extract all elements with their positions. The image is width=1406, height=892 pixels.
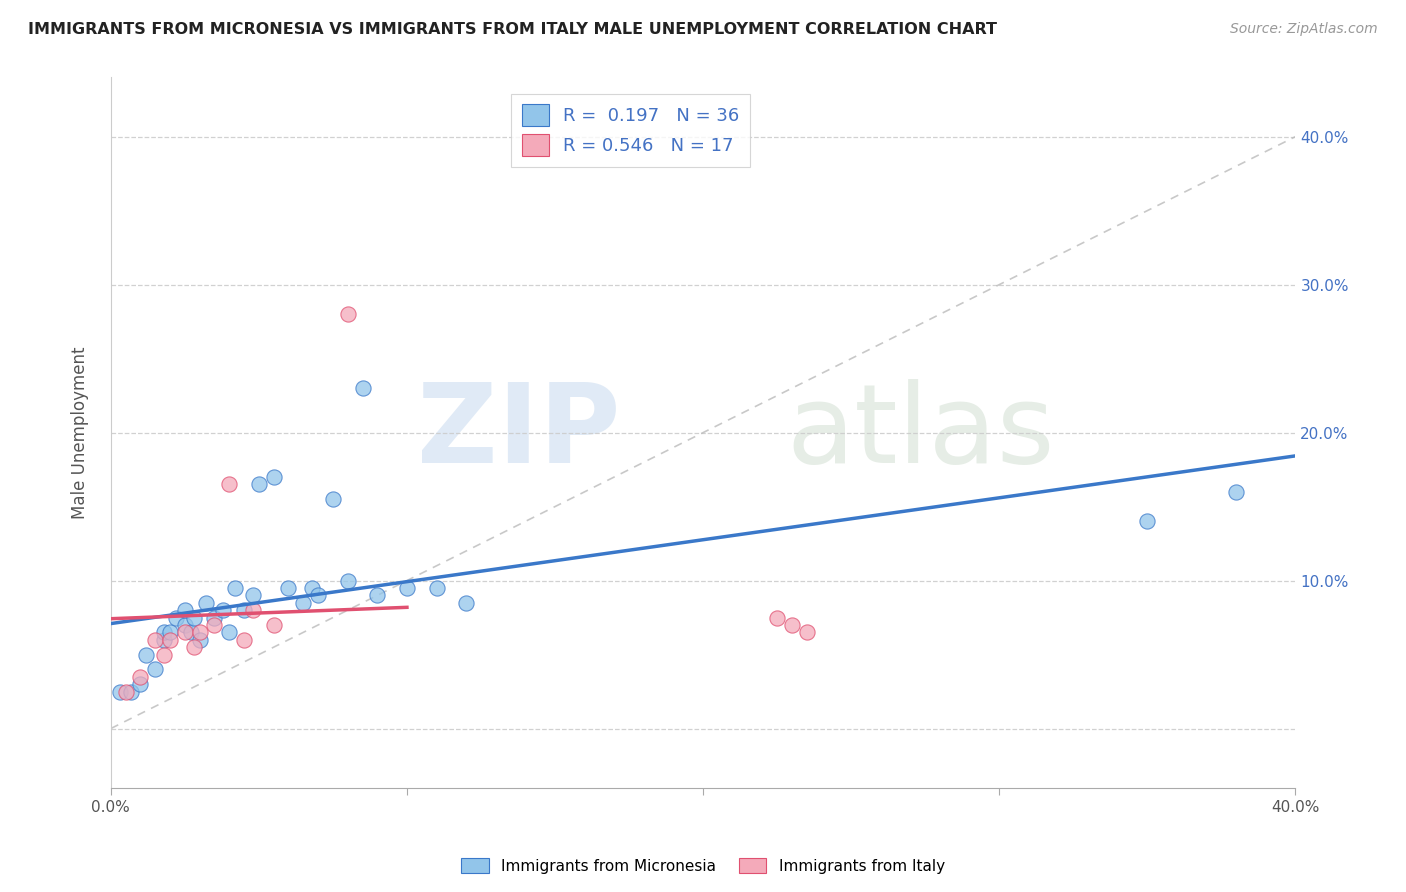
Text: Source: ZipAtlas.com: Source: ZipAtlas.com	[1230, 22, 1378, 37]
Point	[173, 625, 195, 640]
Point	[1136, 515, 1159, 529]
Point	[153, 632, 176, 647]
Point	[194, 596, 217, 610]
Point	[301, 581, 323, 595]
Point	[263, 618, 285, 632]
Point	[188, 632, 211, 647]
Point	[292, 596, 315, 610]
Point	[307, 588, 329, 602]
Y-axis label: Male Unemployment: Male Unemployment	[72, 346, 89, 519]
Point	[247, 477, 270, 491]
Point	[1225, 484, 1247, 499]
Text: ZIP: ZIP	[416, 379, 620, 486]
Point	[336, 574, 359, 588]
Text: atlas: atlas	[786, 379, 1054, 486]
Point	[165, 610, 187, 624]
Point	[183, 610, 205, 624]
Point	[233, 632, 256, 647]
Point	[456, 596, 478, 610]
Point	[129, 677, 152, 691]
Point	[188, 625, 211, 640]
Point	[173, 618, 195, 632]
Point	[159, 632, 181, 647]
Point	[135, 648, 157, 662]
Point	[183, 640, 205, 655]
Point	[322, 492, 344, 507]
Point	[366, 588, 388, 602]
Point	[143, 662, 166, 676]
Point	[242, 588, 264, 602]
Point	[173, 603, 195, 617]
Point	[263, 470, 285, 484]
Point	[180, 625, 202, 640]
Point	[780, 618, 803, 632]
Point	[143, 632, 166, 647]
Point	[395, 581, 418, 595]
Point	[159, 625, 181, 640]
Point	[121, 684, 143, 698]
Point	[218, 477, 240, 491]
Point	[108, 684, 131, 698]
Point	[129, 670, 152, 684]
Point	[277, 581, 299, 595]
Point	[204, 610, 226, 624]
Point	[114, 684, 136, 698]
Point	[153, 625, 176, 640]
Text: IMMIGRANTS FROM MICRONESIA VS IMMIGRANTS FROM ITALY MALE UNEMPLOYMENT CORRELATIO: IMMIGRANTS FROM MICRONESIA VS IMMIGRANTS…	[28, 22, 997, 37]
Legend: R =  0.197   N = 36, R = 0.546   N = 17: R = 0.197 N = 36, R = 0.546 N = 17	[510, 94, 751, 167]
Point	[212, 603, 235, 617]
Point	[352, 381, 374, 395]
Point	[796, 625, 818, 640]
Point	[766, 610, 789, 624]
Point	[233, 603, 256, 617]
Point	[204, 618, 226, 632]
Point	[336, 307, 359, 321]
Point	[218, 625, 240, 640]
Point	[242, 603, 264, 617]
Point	[153, 648, 176, 662]
Point	[224, 581, 246, 595]
Point	[425, 581, 447, 595]
Legend: Immigrants from Micronesia, Immigrants from Italy: Immigrants from Micronesia, Immigrants f…	[456, 852, 950, 880]
